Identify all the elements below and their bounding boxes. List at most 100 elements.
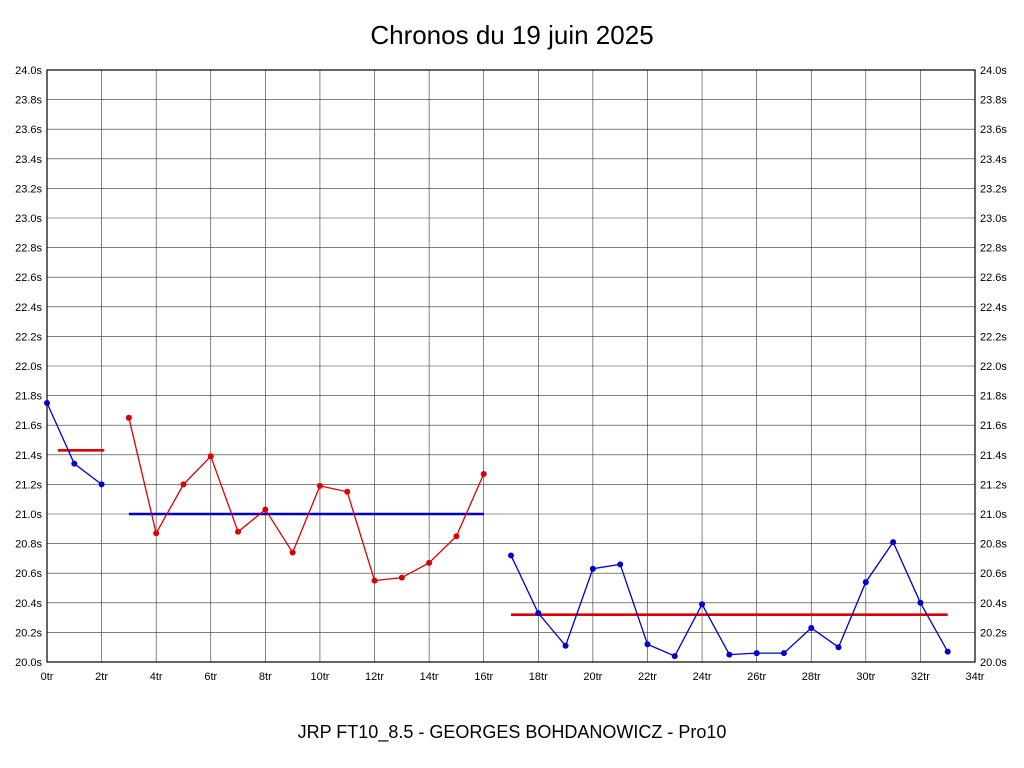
stint-2-laps-point xyxy=(262,506,269,513)
y-tick-label-right: 21.4s xyxy=(980,450,1007,462)
x-tick-label: 20tr xyxy=(583,671,602,683)
stint-2-laps-point xyxy=(316,482,323,489)
stint-3-laps-point xyxy=(589,565,596,572)
y-tick-label-right: 20.2s xyxy=(980,627,1007,639)
y-tick-label-left: 23.0s xyxy=(15,213,42,225)
y-tick-label-left: 22.0s xyxy=(15,361,42,373)
stint-2-laps-point xyxy=(453,533,460,540)
stint-1-laps-point xyxy=(98,481,105,488)
stint-3-laps-line xyxy=(510,540,949,657)
stint-3-laps-point xyxy=(835,644,842,651)
y-tick-label-left: 21.0s xyxy=(15,509,42,521)
stint-3-laps-point xyxy=(780,650,787,657)
x-tick-label: 6tr xyxy=(204,671,217,683)
x-tick-label: 18tr xyxy=(529,671,548,683)
x-tick-label: 26tr xyxy=(747,671,766,683)
stint-2-laps-point xyxy=(235,528,242,535)
stint-2-laps-point xyxy=(125,414,132,421)
y-tick-label-right: 21.2s xyxy=(980,479,1007,491)
y-tick-label-left: 22.6s xyxy=(15,272,42,284)
y-tick-label-right: 20.8s xyxy=(980,539,1007,551)
stint-2-laps-point xyxy=(344,488,351,495)
y-tick-label-left: 21.2s xyxy=(15,479,42,491)
y-tick-label-left: 22.8s xyxy=(15,243,42,255)
x-tick-label: 34tr xyxy=(966,671,985,683)
stint-3-laps-point xyxy=(508,552,514,559)
y-tick-label-left: 20.4s xyxy=(15,598,42,610)
x-tick-label: 10tr xyxy=(310,671,329,683)
y-tick-label-right: 23.8s xyxy=(980,95,1007,107)
y-tick-label-right: 22.4s xyxy=(980,302,1007,314)
stint-3-laps-point xyxy=(671,653,678,660)
stint-2-laps-point xyxy=(371,577,378,584)
stint-3-laps-point xyxy=(562,642,569,649)
y-tick-label-left: 20.6s xyxy=(15,568,42,580)
y-tick-label-left: 21.6s xyxy=(15,420,42,432)
x-tick-label: 4tr xyxy=(150,671,163,683)
stint-2-laps-point xyxy=(153,530,160,537)
y-tick-label-right: 21.6s xyxy=(980,420,1007,432)
stint-2-laps-point xyxy=(426,559,433,566)
stint-2-laps-point xyxy=(289,549,296,556)
y-tick-label-left: 24.0s xyxy=(15,65,42,77)
stint-2-laps-point xyxy=(480,471,487,478)
stint-3-laps-point xyxy=(890,539,897,546)
y-tick-label-right: 20.4s xyxy=(980,598,1007,610)
x-tick-label: 8tr xyxy=(259,671,272,683)
y-tick-label-right: 20.0s xyxy=(980,657,1007,669)
stint-2-laps-line xyxy=(128,417,485,582)
stint-3-laps-point xyxy=(726,651,733,658)
y-tick-label-left: 21.4s xyxy=(15,450,42,462)
x-tick-label: 22tr xyxy=(638,671,657,683)
stint-2-laps-point xyxy=(398,574,405,581)
y-tick-label-left: 23.2s xyxy=(15,183,42,195)
y-tick-label-right: 24.0s xyxy=(980,65,1007,77)
stint-3-laps-point xyxy=(644,641,651,648)
stint-3-laps-point xyxy=(753,650,760,657)
stint-1-laps-point xyxy=(44,400,50,406)
y-tick-label-left: 20.8s xyxy=(15,539,42,551)
stint-3-laps-point xyxy=(535,610,542,617)
stint-3-laps-point xyxy=(699,601,706,608)
x-tick-label: 12tr xyxy=(365,671,384,683)
y-tick-label-right: 21.8s xyxy=(980,391,1007,403)
y-tick-label-left: 23.8s xyxy=(15,95,42,107)
y-tick-label-right: 22.2s xyxy=(980,331,1007,343)
x-tick-label: 16tr xyxy=(474,671,493,683)
chart-caption: JRP FT10_8.5 - GEORGES BOHDANOWICZ - Pro… xyxy=(297,722,727,742)
y-tick-label-left: 20.2s xyxy=(15,627,42,639)
y-tick-label-right: 22.6s xyxy=(980,272,1007,284)
stint-3-laps-point xyxy=(617,561,624,568)
y-tick-label-left: 22.4s xyxy=(15,302,42,314)
y-tick-label-left: 22.2s xyxy=(15,331,42,343)
y-tick-label-right: 21.0s xyxy=(980,509,1007,521)
y-tick-label-right: 22.8s xyxy=(980,243,1007,255)
stint-3-laps-point xyxy=(917,599,924,606)
stint-3-laps-point xyxy=(944,648,951,655)
x-tick-label: 30tr xyxy=(856,671,875,683)
stint-1-laps-line xyxy=(46,402,102,485)
plot-border xyxy=(46,69,976,663)
stint-1-laps-point xyxy=(71,460,78,467)
y-tick-label-left: 21.8s xyxy=(15,391,42,403)
y-tick-label-right: 23.0s xyxy=(980,213,1007,225)
x-tick-label: 24tr xyxy=(693,671,712,683)
x-tick-label: 2tr xyxy=(95,671,108,683)
x-tick-label: 0tr xyxy=(41,671,54,683)
stint-2-laps-point xyxy=(207,453,214,460)
y-tick-label-right: 23.6s xyxy=(980,124,1007,136)
y-tick-label-right: 20.6s xyxy=(980,568,1007,580)
y-tick-label-left: 23.6s xyxy=(15,124,42,136)
y-tick-label-right: 23.4s xyxy=(980,154,1007,166)
stint-3-laps-point xyxy=(862,579,869,586)
y-tick-label-right: 22.0s xyxy=(980,361,1007,373)
y-tick-label-left: 23.4s xyxy=(15,154,42,166)
chart-title: Chronos du 19 juin 2025 xyxy=(370,20,654,50)
y-tick-label-right: 23.2s xyxy=(980,183,1007,195)
stint-2-laps-point xyxy=(180,481,187,488)
y-tick-label-left: 20.0s xyxy=(15,657,42,669)
x-tick-label: 28tr xyxy=(802,671,821,683)
x-tick-label: 14tr xyxy=(420,671,439,683)
